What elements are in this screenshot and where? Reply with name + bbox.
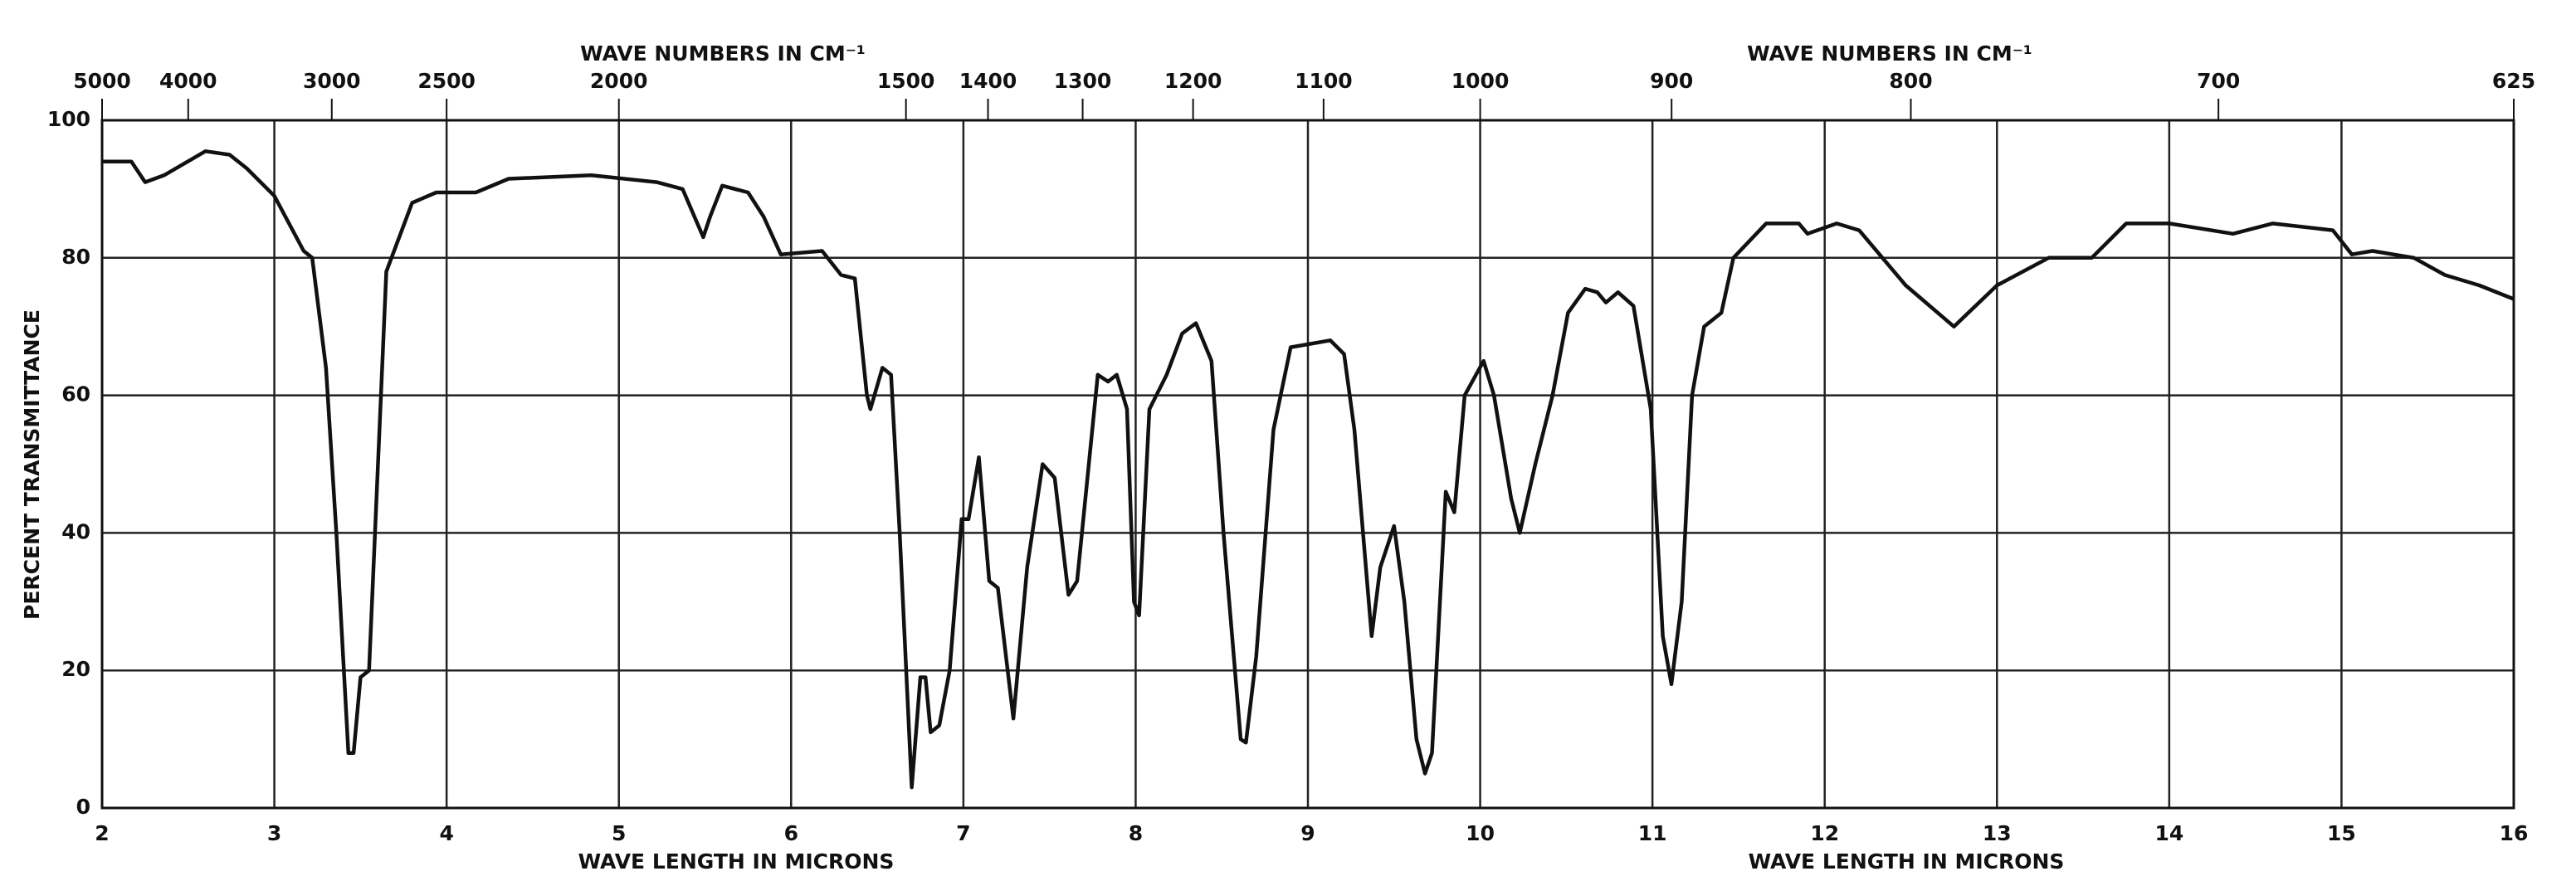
y-tick-label: 60 — [61, 382, 90, 406]
x-tick-label: 3 — [267, 821, 281, 845]
x2-tick-label: 1300 — [1054, 69, 1112, 93]
x2-tick-label: 3000 — [303, 69, 361, 93]
x2-tick-label: 700 — [2197, 69, 2240, 93]
x2-axis-label: WAVE NUMBERS IN CM⁻¹ — [580, 41, 866, 66]
x2-tick-label: 1500 — [877, 69, 935, 93]
x-tick-label: 10 — [1466, 821, 1495, 845]
x-tick-label: 8 — [1129, 821, 1143, 845]
x-tick-label: 5 — [612, 821, 626, 845]
x-axis-label: WAVE LENGTH IN MICRONS — [578, 849, 895, 874]
y-tick-label: 20 — [61, 657, 90, 681]
y-tick-label: 0 — [76, 795, 90, 819]
spectrum-line — [102, 149, 2515, 790]
y-tick-label: 40 — [61, 519, 90, 543]
x-tick-label: 12 — [1810, 821, 1839, 845]
x-tick-label: 4 — [439, 821, 453, 845]
y-axis-label: PERCENT TRANSMITTANCE — [20, 309, 44, 620]
x2-tick-label: 625 — [2492, 69, 2535, 93]
x-axis-label: WAVE LENGTH IN MICRONS — [1749, 849, 2065, 874]
x2-tick-label: 1200 — [1164, 69, 1222, 93]
y-tick-label: 100 — [47, 107, 90, 131]
x-tick-label: 16 — [2500, 821, 2529, 845]
x2-tick-label: 1000 — [1451, 69, 1510, 93]
x-tick-label: 15 — [2327, 821, 2356, 845]
y-tick-label: 80 — [61, 245, 90, 269]
x-tick-label: 13 — [1983, 821, 2012, 845]
x2-tick-label: 2500 — [417, 69, 476, 93]
x2-tick-label: 800 — [1889, 69, 1932, 93]
x2-tick-label: 1400 — [959, 69, 1017, 93]
x-tick-label: 9 — [1300, 821, 1315, 845]
x-tick-label: 14 — [2154, 821, 2183, 845]
x-tick-label: 6 — [784, 821, 798, 845]
x2-tick-label: 1100 — [1295, 69, 1353, 93]
x-tick-label: 7 — [956, 821, 970, 845]
x-tick-label: 11 — [1638, 821, 1667, 845]
plot-frame — [100, 119, 2515, 810]
x2-tick-label: 2000 — [590, 69, 648, 93]
x2-axis-label: WAVE NUMBERS IN CM⁻¹ — [1747, 41, 2032, 66]
x2-tick-label: 4000 — [159, 69, 217, 93]
x2-tick-label: 900 — [1650, 69, 1693, 93]
x-tick-label: 2 — [95, 821, 109, 845]
x2-tick-label: 5000 — [73, 69, 131, 93]
